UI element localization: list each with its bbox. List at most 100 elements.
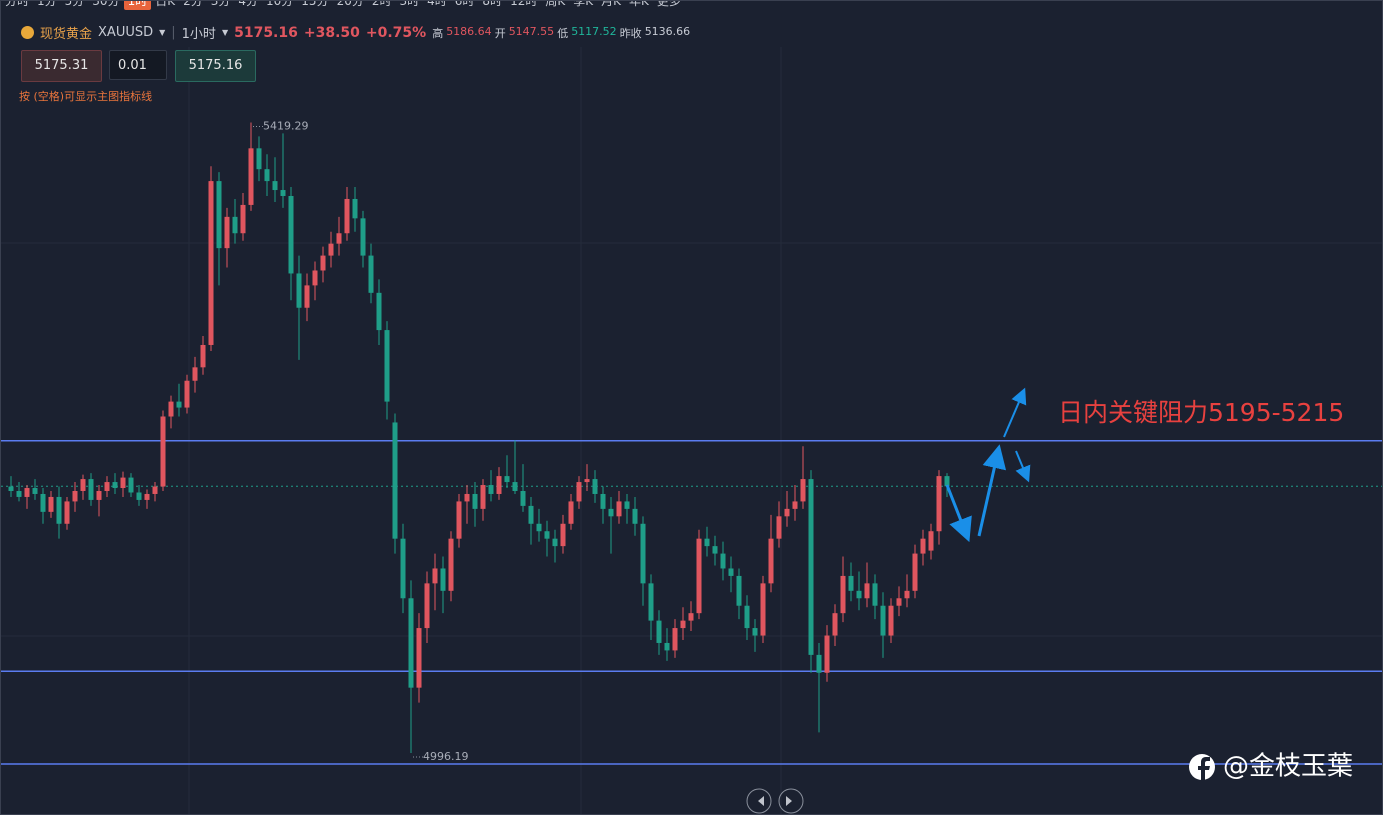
candle-body (632, 508, 638, 524)
candle-body (664, 642, 670, 651)
symbol-code[interactable]: XAUUSD (98, 25, 154, 40)
arrows (945, 387, 1031, 543)
candle-body (112, 482, 118, 489)
candle-body (608, 508, 614, 517)
arrow (1003, 387, 1027, 438)
interval-tab[interactable]: 3时 (399, 0, 420, 8)
interval-tab[interactable]: 分时 (5, 0, 30, 8)
interval-tab[interactable]: 2时 (371, 0, 392, 8)
candle-body (576, 482, 582, 502)
candle-body (408, 598, 414, 688)
candle-body (648, 583, 654, 621)
arrow (977, 444, 1007, 537)
candle-body (432, 568, 438, 584)
sep: | (171, 25, 176, 40)
candle-body (944, 476, 950, 487)
candle-body (40, 493, 46, 512)
candle-body (96, 490, 102, 500)
candle-body (16, 490, 22, 497)
sell-button[interactable]: 5175.31 (21, 50, 102, 82)
candle-body (728, 568, 734, 576)
candle-body (400, 538, 406, 599)
candle-body (936, 476, 942, 532)
candle-body (104, 482, 110, 491)
high: 5186.64 (446, 24, 492, 38)
interval-tab[interactable]: 4时 (427, 0, 447, 8)
interval-tab[interactable]: 周K (545, 0, 566, 8)
candle-body (384, 330, 390, 402)
candle-body (160, 416, 166, 487)
interval-tab[interactable]: 月K (601, 0, 621, 8)
candle-body (392, 422, 398, 539)
watermark-icon (1189, 754, 1215, 781)
interval-tab[interactable]: 季K (573, 0, 594, 8)
interval-tab[interactable]: 2分 (183, 0, 203, 8)
candle-body (816, 654, 822, 673)
candle-body (656, 620, 662, 643)
candle-body (368, 255, 374, 293)
interval-tab[interactable]: 日K (155, 0, 176, 8)
arrow (1015, 450, 1031, 483)
prev: 5136.66 (644, 24, 691, 38)
candle-body (208, 181, 214, 345)
candle-body (528, 505, 534, 524)
candle-body (696, 538, 702, 614)
interval-tab[interactable]: 8时 (482, 0, 503, 8)
candle-body (624, 501, 630, 509)
interval-tab[interactable]: 年K (628, 0, 649, 8)
interval-tab[interactable]: 20分 (336, 0, 364, 8)
coin-icon (21, 26, 34, 39)
candle-body (520, 490, 526, 506)
grid (1, 47, 1382, 814)
lots-input[interactable]: 0.01 (109, 50, 167, 80)
low-label: 低 (557, 26, 569, 40)
low: 5117.52 (571, 24, 617, 38)
candle-body (48, 496, 54, 512)
candle-body (168, 401, 174, 417)
candle-body (176, 401, 182, 408)
dropdown[interactable]: ▼ (221, 28, 229, 37)
candle-body (288, 195, 294, 274)
candle-body (128, 477, 134, 493)
next-button[interactable] (778, 788, 804, 814)
interval-tab[interactable]: 5分 (64, 0, 85, 8)
interval-tab[interactable]: 6时 (454, 0, 475, 8)
prev-button[interactable] (746, 788, 772, 814)
candle-body (544, 531, 550, 539)
interval-tab[interactable]: 10分 (266, 0, 294, 8)
candle-body (272, 181, 278, 191)
candle-body (688, 613, 694, 621)
interval-tab[interactable]: 更多 (656, 0, 681, 8)
period[interactable]: 1小时 (181, 27, 216, 42)
candle-body (480, 485, 486, 509)
candle-body (464, 493, 470, 502)
dropdown[interactable]: ▼ (159, 28, 166, 37)
candle-body (376, 292, 382, 331)
interval-tab[interactable]: 4分 (238, 0, 259, 8)
interval-tab[interactable]: 1分 (37, 0, 57, 8)
nav[interactable] (746, 788, 804, 814)
interval-tab[interactable]: 3分 (210, 0, 231, 8)
candle-body (184, 380, 190, 408)
candle-body (232, 216, 238, 234)
hint: 按 (空格)可显示主图指标线 (19, 90, 153, 103)
candle-body (616, 501, 622, 517)
interval-tab[interactable]: 12时 (510, 0, 538, 8)
interval-tab[interactable]: 30分 (92, 0, 120, 8)
buy-button[interactable]: 5175.16 (175, 50, 256, 82)
candle-body (152, 486, 158, 494)
interval-tab[interactable]: 1时 (123, 1, 152, 10)
candle-body (472, 493, 478, 509)
symbol-bar: 现货黄金 XAUUSD ▼ | 1小时 ▼ 5175.16 +38.50 +0.75… (21, 23, 690, 42)
candle-body (904, 590, 910, 599)
candle-body (456, 501, 462, 539)
candle-body (808, 479, 814, 655)
candle-body (832, 613, 838, 636)
candle-body (248, 148, 254, 205)
candle-body (496, 476, 502, 494)
interval-tab[interactable]: 15分 (301, 0, 329, 8)
annotation: 日内关键阻力5195-5215 (1058, 398, 1344, 427)
change: +38.50 (303, 24, 360, 41)
